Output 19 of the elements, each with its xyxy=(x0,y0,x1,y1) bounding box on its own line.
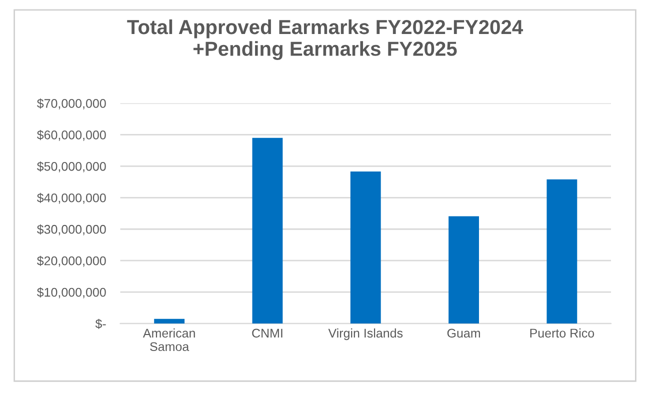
y-tick-label: $30,000,000 xyxy=(36,224,106,236)
y-tick-label: $60,000,000 xyxy=(36,130,106,141)
x-tick-label: Puerto Rico xyxy=(530,328,594,338)
x-tick-label: Virgin Islands xyxy=(328,328,403,340)
y-tick-label: $50,000,000 xyxy=(36,161,106,172)
bar xyxy=(154,318,185,324)
x-tick-label: Guam xyxy=(447,328,480,338)
x-tick-label: American Samoa xyxy=(142,328,195,352)
bar xyxy=(252,138,283,324)
y-tick-label: $70,000,000 xyxy=(36,98,106,110)
y-tick-label: $20,000,000 xyxy=(36,256,106,267)
bar xyxy=(448,216,479,324)
y-tick-label: $- xyxy=(95,318,106,329)
y-tick-label: $10,000,000 xyxy=(36,287,106,298)
bar xyxy=(546,179,578,324)
bar xyxy=(350,172,381,324)
chart-title: Total Approved Earmarks FY2022-FY2024 +Pending Earmarks FY2025 xyxy=(127,19,524,60)
y-tick-label: $40,000,000 xyxy=(36,192,106,204)
x-tick-label: CNMI xyxy=(252,328,282,338)
